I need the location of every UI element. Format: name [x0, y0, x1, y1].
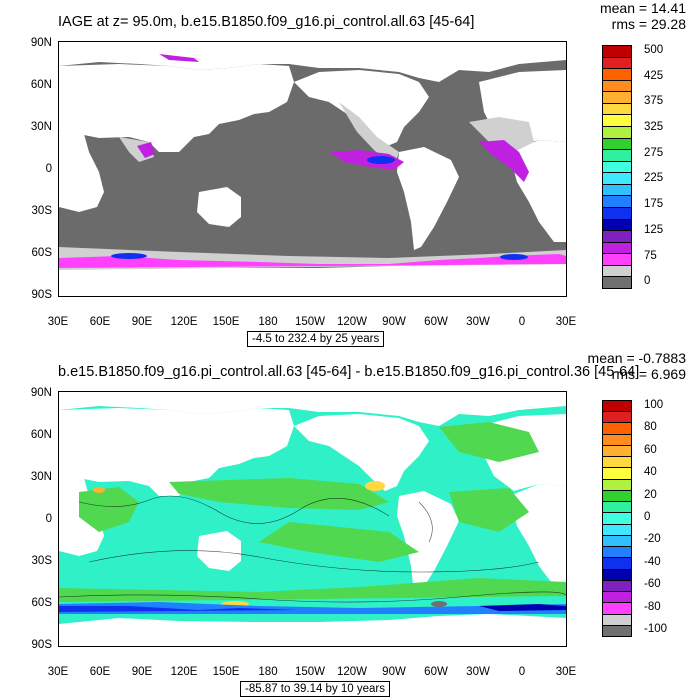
- lat-label: 30N: [30, 121, 52, 133]
- lat-label: 90N: [30, 37, 52, 49]
- lon-label: 90W: [382, 666, 406, 678]
- lon-label: 150E: [212, 666, 240, 678]
- lat-label: 0: [45, 163, 52, 175]
- colorbar-label: -20: [644, 533, 661, 546]
- colorbar-label: 60: [644, 443, 657, 456]
- colorbar-label: 20: [644, 488, 657, 501]
- contour-range-box: -4.5 to 232.4 by 25 years: [247, 331, 385, 347]
- lat-label: 60S: [31, 597, 52, 609]
- lon-label: 120E: [170, 666, 198, 678]
- lon-label: 90E: [131, 316, 153, 328]
- lat-label: 0: [45, 513, 52, 525]
- colorbar-label: -40: [644, 555, 661, 568]
- colorbar-label: -80: [644, 600, 661, 613]
- lat-label: 60N: [30, 79, 52, 91]
- lat-label: 60N: [30, 429, 52, 441]
- colorbar-swatch: [602, 624, 632, 637]
- lat-label: 30S: [31, 205, 52, 217]
- lat-label: 90S: [31, 289, 52, 301]
- lat-label: 30N: [30, 471, 52, 483]
- colorbar: [602, 400, 632, 637]
- colorbar-label: 0: [644, 511, 651, 523]
- colorbar-label: 40: [644, 466, 657, 479]
- mean-value: mean = -0.7883: [587, 350, 686, 366]
- colorbar-label: 175: [644, 198, 664, 211]
- colorbar-label: -60: [644, 578, 661, 591]
- lon-label: 60W: [424, 666, 448, 678]
- lon-label: 30E: [555, 316, 577, 328]
- panel-title: b.e15.B1850.f09_g16.pi_control.all.63 [4…: [58, 364, 640, 380]
- iage-diff-map: [58, 391, 567, 647]
- lon-label: 150W: [294, 316, 326, 328]
- lon-label: 0: [518, 316, 526, 328]
- colorbar-label: 375: [644, 95, 664, 108]
- lon-label: 60E: [89, 666, 111, 678]
- rms-value: rms = 29.28: [611, 16, 686, 32]
- colorbar-label: 500: [644, 43, 664, 56]
- lon-label: 120W: [336, 316, 368, 328]
- lon-label: 30E: [47, 666, 69, 678]
- lat-label: 90S: [31, 639, 52, 651]
- colorbar-label: 225: [644, 172, 664, 185]
- colorbar-label: 425: [644, 69, 664, 82]
- lon-label: 180: [258, 666, 278, 678]
- iage-map: [58, 41, 567, 297]
- lon-label: 30E: [47, 316, 69, 328]
- lon-label: 0: [518, 666, 526, 678]
- colorbar-swatch: [602, 276, 632, 289]
- lat-label: 90N: [30, 387, 52, 399]
- colorbar-label: 80: [644, 421, 657, 434]
- lat-label: 30S: [31, 555, 52, 567]
- lon-label: 30W: [466, 666, 490, 678]
- lon-label: 30E: [555, 666, 577, 678]
- lon-label: 90W: [382, 316, 406, 328]
- colorbar-label: 125: [644, 223, 664, 236]
- lon-label: 90E: [131, 666, 153, 678]
- colorbar-label: -100: [644, 623, 668, 636]
- rms-value: rms = 6.969: [611, 366, 686, 382]
- panel-title: IAGE at z= 95.0m, b.e15.B1850.f09_g16.pi…: [58, 14, 475, 30]
- lon-label: 30W: [466, 316, 490, 328]
- colorbar-label: 275: [644, 146, 664, 159]
- iage-diff-panel: b.e15.B1850.f09_g16.pi_control.all.63 [4…: [0, 350, 700, 700]
- iage-panel: IAGE at z= 95.0m, b.e15.B1850.f09_g16.pi…: [30, 0, 686, 347]
- mean-value: mean = 14.41: [599, 0, 686, 16]
- lon-label: 120E: [170, 316, 198, 328]
- colorbar-label: 325: [644, 120, 664, 133]
- lat-label: 60S: [31, 247, 52, 259]
- lon-label: 180: [258, 316, 278, 328]
- lon-label: 60W: [424, 316, 448, 328]
- lon-label: 120W: [336, 666, 368, 678]
- lon-label: 150E: [212, 316, 240, 328]
- lon-label: 60E: [89, 316, 111, 328]
- colorbar-label: 100: [644, 398, 664, 411]
- colorbar-label: 0: [644, 275, 651, 288]
- colorbar-label: 75: [644, 249, 657, 262]
- colorbar: [602, 45, 632, 289]
- contour-range-box: -85.87 to 39.14 by 10 years: [240, 681, 391, 697]
- lon-label: 150W: [294, 666, 326, 678]
